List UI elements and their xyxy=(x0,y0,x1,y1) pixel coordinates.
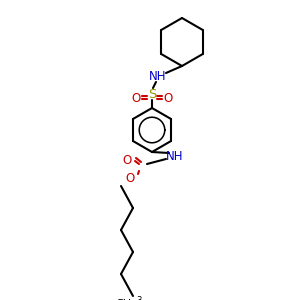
Text: O: O xyxy=(125,172,135,184)
Text: NH: NH xyxy=(149,70,167,83)
Text: CH: CH xyxy=(115,299,131,300)
Text: O: O xyxy=(122,154,132,166)
Text: O: O xyxy=(131,92,141,104)
Text: 3: 3 xyxy=(136,296,141,300)
Text: O: O xyxy=(164,92,172,104)
Text: S: S xyxy=(148,88,156,100)
Text: NH: NH xyxy=(166,151,184,164)
